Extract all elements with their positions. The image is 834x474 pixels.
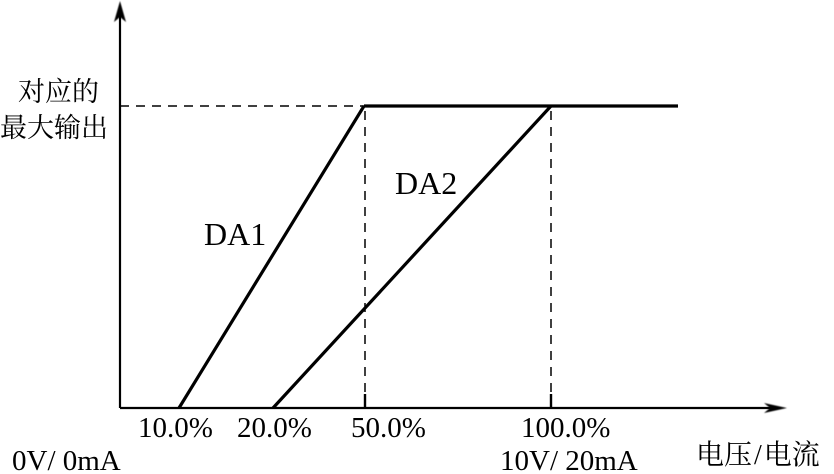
- svg-text:50.0%: 50.0%: [351, 412, 426, 444]
- svg-text:100.0%: 100.0%: [521, 412, 610, 444]
- svg-text:对应的: 对应的: [18, 77, 99, 107]
- svg-text:电压/电流: 电压/电流: [696, 439, 820, 471]
- svg-text:10V/ 20mA: 10V/ 20mA: [500, 445, 638, 474]
- svg-text:DA1: DA1: [204, 216, 266, 252]
- svg-text:最大输出: 最大输出: [0, 113, 108, 143]
- svg-text:20.0%: 20.0%: [237, 412, 312, 444]
- svg-text:10.0%: 10.0%: [138, 412, 213, 444]
- svg-text:0V/ 0mA: 0V/ 0mA: [12, 445, 121, 474]
- svg-text:DA2: DA2: [395, 165, 457, 201]
